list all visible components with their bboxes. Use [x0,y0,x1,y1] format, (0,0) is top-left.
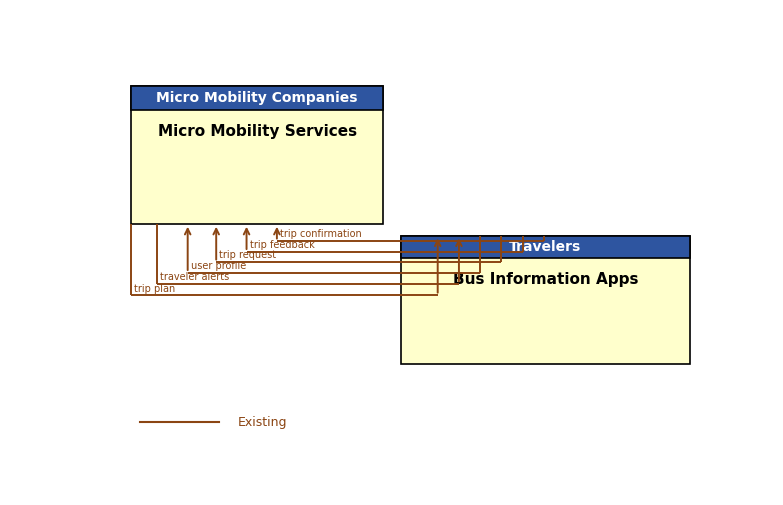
Text: trip feedback: trip feedback [250,240,314,250]
Bar [132,86,383,110]
Text: traveler alerts: traveler alerts [161,272,229,282]
Bar [402,235,690,364]
Text: Bus Information Apps: Bus Information Apps [453,272,638,287]
Text: Micro Mobility Companies: Micro Mobility Companies [157,91,358,105]
Bar [402,235,690,258]
Text: trip confirmation: trip confirmation [280,229,362,239]
Text: trip request: trip request [219,250,276,261]
Text: Existing: Existing [237,416,287,429]
Text: Travelers: Travelers [509,240,582,254]
Text: trip plan: trip plan [135,283,175,293]
Bar [132,86,383,224]
Text: Micro Mobility Services: Micro Mobility Services [157,124,357,138]
Text: user profile: user profile [191,261,246,271]
